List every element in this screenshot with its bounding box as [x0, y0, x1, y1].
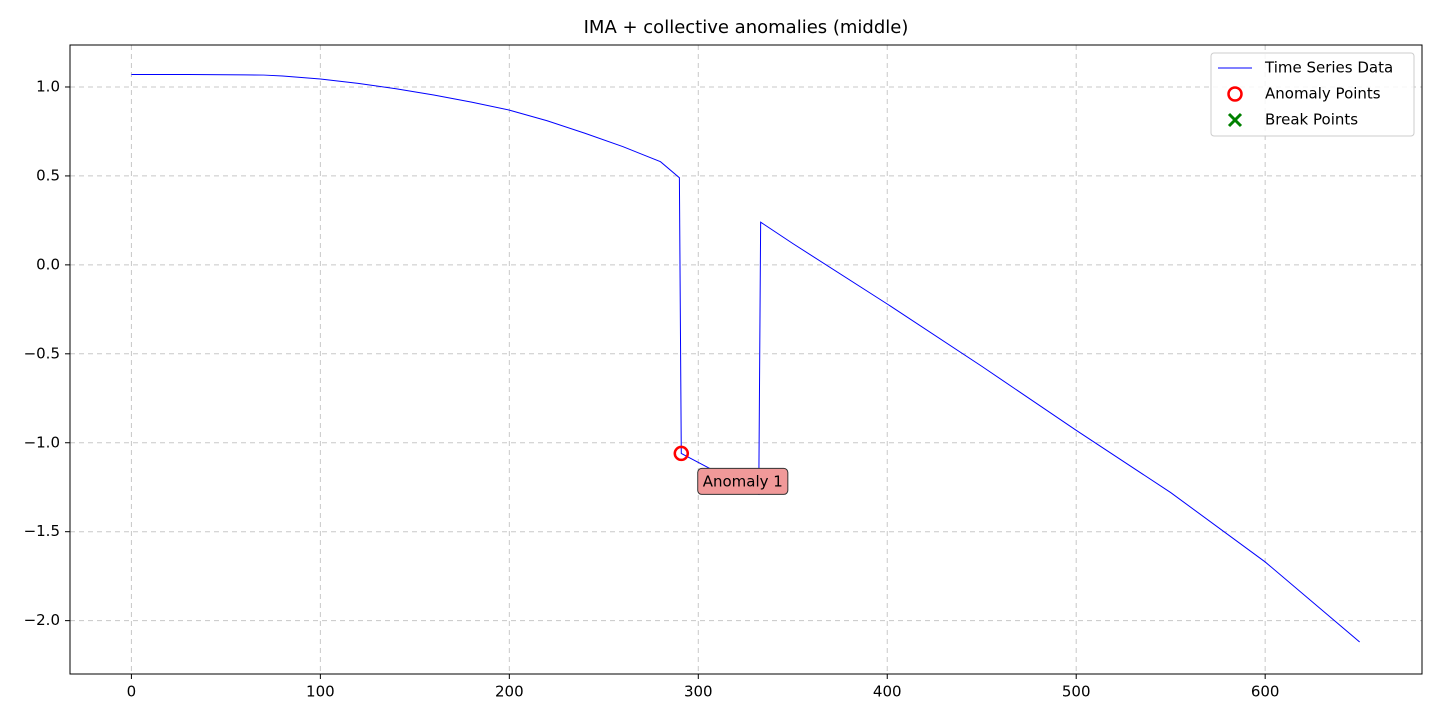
data-line [131, 74, 1360, 643]
axes-frame [69, 44, 1423, 675]
grid [70, 45, 1422, 674]
y-tick-label: −1.5 [24, 522, 60, 540]
y-tick-label: −1.0 [24, 433, 60, 451]
plot: Anomaly 1 [131, 74, 1360, 643]
legend-swatch [1227, 86, 1243, 102]
x-tick-label: 200 [495, 683, 524, 701]
anomaly-point [673, 445, 690, 462]
legend-label: Break Points [1265, 111, 1358, 129]
x-tick-label: 0 [127, 683, 137, 701]
y-tick-label: 0.0 [36, 255, 60, 273]
y-tick-label: −2.0 [24, 611, 60, 629]
y-tick-label: 0.5 [36, 166, 60, 184]
annotation-text: Anomaly 1 [703, 472, 783, 490]
legend: Time Series Data Anomaly Points Break Poin… [1210, 52, 1415, 137]
annotation-box [697, 467, 789, 495]
chart-title: IMA + collective anomalies (middle) [584, 17, 909, 38]
x-tick-label: 400 [873, 683, 902, 701]
y-tick-label: −0.5 [24, 344, 60, 362]
annotation: Anomaly 1 [697, 467, 789, 495]
x-tick-label: 100 [306, 683, 335, 701]
legend-label: Anomaly Points [1265, 85, 1381, 103]
legend-label: Time Series Data [1264, 59, 1393, 77]
legend-box [1210, 52, 1415, 137]
x-tick-label: 600 [1251, 683, 1280, 701]
x-tick-label: 300 [684, 683, 713, 701]
legend-swatch [1227, 112, 1243, 128]
y-tick-label: 1.0 [36, 77, 60, 95]
x-tick-label: 500 [1062, 683, 1091, 701]
